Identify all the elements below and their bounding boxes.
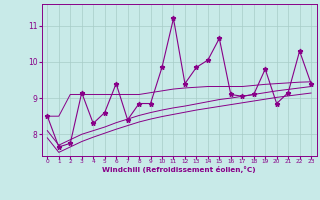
X-axis label: Windchill (Refroidissement éolien,°C): Windchill (Refroidissement éolien,°C) bbox=[102, 166, 256, 173]
